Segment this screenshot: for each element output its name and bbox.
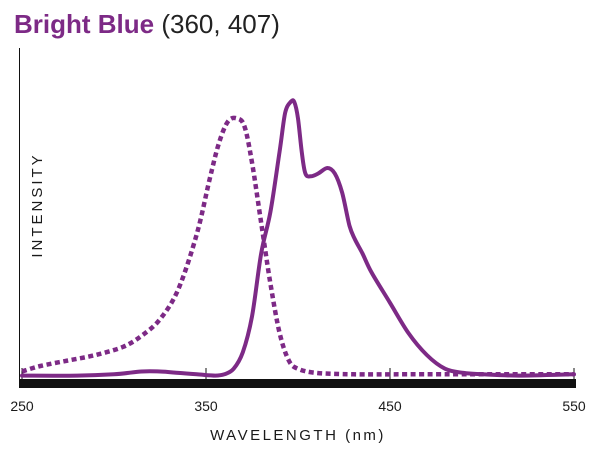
chart-title: Bright Blue — [14, 9, 155, 39]
x-tick-label-550: 550 — [562, 398, 586, 414]
x-ticks: 250 350 450 550 — [10, 368, 586, 414]
series-group — [20, 98, 576, 378]
x-tick-label-350: 350 — [194, 398, 218, 414]
x-tick-label-250: 250 — [10, 398, 34, 414]
y-axis-label: INTENSITY — [29, 152, 46, 257]
emission-series-line — [20, 98, 576, 378]
x-axis-bar — [19, 379, 576, 388]
x-axis-label: WAVELENGTH (nm) — [210, 427, 386, 444]
chart-title-block: Bright Blue (360, 407) — [14, 8, 280, 40]
excitation-series-line — [21, 115, 574, 377]
x-tick-label-450: 450 — [378, 398, 402, 414]
chart-subtitle: (360, 407) — [161, 9, 280, 39]
